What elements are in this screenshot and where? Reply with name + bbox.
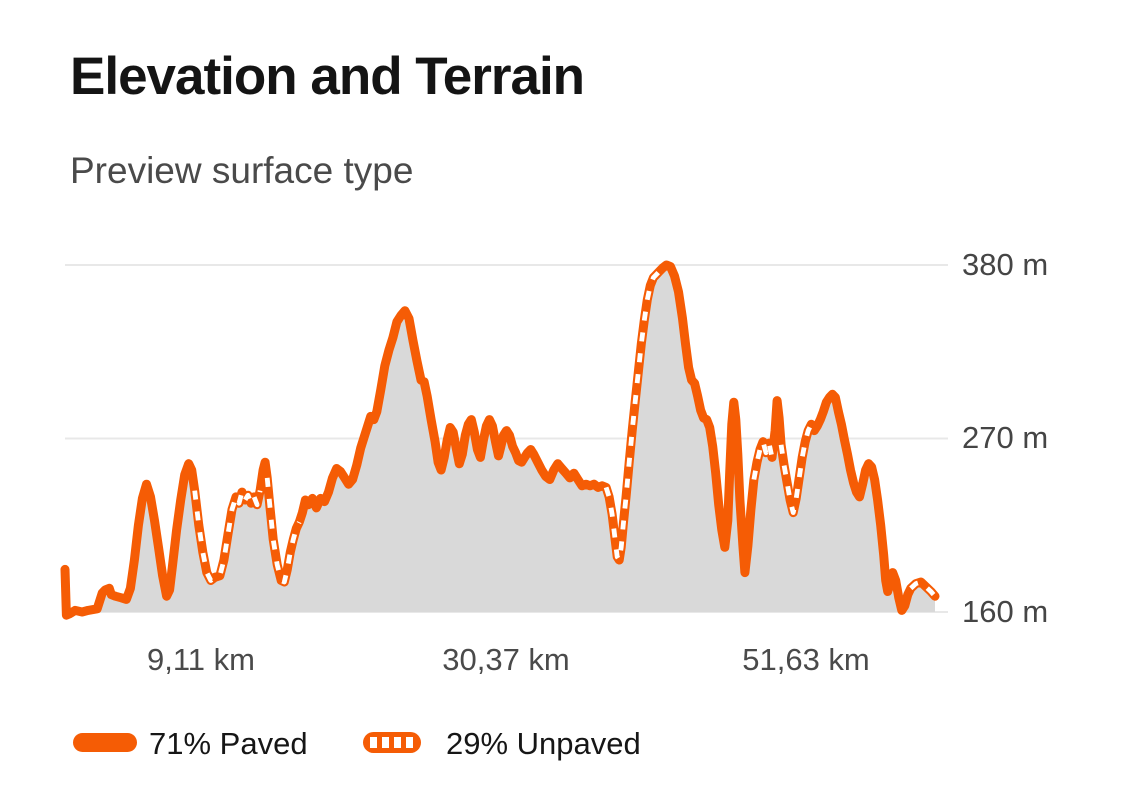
x-axis-label-1: 9,11 km: [147, 642, 255, 677]
y-axis-label-380m: 380 m: [962, 247, 1049, 282]
paved-swatch-icon: [73, 733, 137, 752]
page-subtitle: Preview surface type: [70, 150, 414, 191]
x-axis-label-3: 51,63 km: [742, 642, 870, 677]
unpaved-legend-label: 29% Unpaved: [446, 726, 641, 761]
page-title: Elevation and Terrain: [70, 47, 585, 106]
y-axis-label-270m: 270 m: [962, 420, 1049, 455]
surface-legend: 71% Paved 29% Unpaved: [0, 718, 1125, 788]
paved-legend-label: 71% Paved: [149, 726, 308, 761]
y-axis-label-160m: 160 m: [962, 594, 1049, 629]
x-axis-label-2: 30,37 km: [442, 642, 570, 677]
surface-line-unpaved-dashes: [192, 269, 937, 598]
unpaved-swatch-icon: [363, 732, 421, 753]
surface-line-paved: [60, 260, 940, 620]
